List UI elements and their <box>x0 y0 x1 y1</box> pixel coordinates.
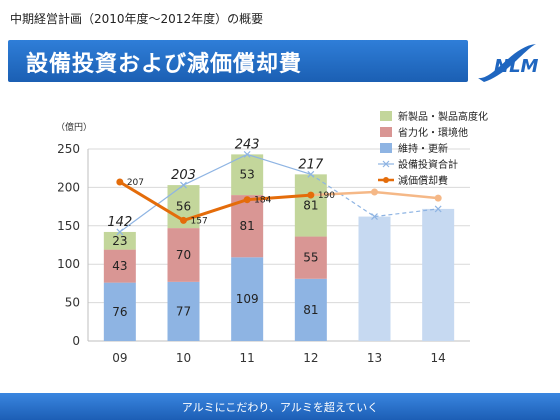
subtitle: 中期経営計画（2010年度～2012年度）の概要 <box>10 12 264 26</box>
y-tick-label: 0 <box>72 334 80 348</box>
bar-segment-label: 23 <box>112 234 127 248</box>
y-tick-label: 250 <box>57 142 80 156</box>
y-tick-label: 100 <box>57 257 80 271</box>
depreciation-marker <box>307 191 315 199</box>
title-bar: 設備投資および減価償却費 <box>8 40 468 82</box>
bar-segment-label: 56 <box>176 200 191 214</box>
logo-text: NLM <box>494 56 539 77</box>
x-tick-label: 10 <box>176 351 191 365</box>
capex-line-segment <box>246 153 312 175</box>
x-tick-label: 11 <box>240 351 255 365</box>
bar-segment <box>103 231 136 250</box>
bar-segment <box>103 249 136 283</box>
depreciation-line-segment <box>374 190 439 200</box>
bar-segment <box>231 154 264 196</box>
depreciation-marker <box>116 178 124 186</box>
bar-segment-label: 81 <box>303 198 318 212</box>
legend-label: 維持・更新 <box>398 142 448 155</box>
depreciation-label: 184 <box>254 196 271 206</box>
capex-chart: 0 50 100 150 200 250 （億円） 09 10 11 12 13 14 76 43 23… <box>56 110 488 365</box>
bar-segment-label: 43 <box>112 259 127 273</box>
y-tick-label: 150 <box>57 219 80 233</box>
bar-segment <box>167 228 200 282</box>
capex-line-segment <box>119 184 184 233</box>
depreciation-marker <box>180 216 187 224</box>
legend-swatch <box>380 127 392 137</box>
y-axis: 0 50 100 150 200 250 <box>57 142 89 348</box>
bar-layer: 76 43 23 142 77 70 56 203 109 81 53 243 81 55 81 217 <box>103 137 455 341</box>
legend-label: 省力化・環境他 <box>398 126 468 139</box>
x-tick-label: 09 <box>112 351 127 365</box>
depreciation-line-segment <box>310 190 375 197</box>
legend-swatch-marker <box>382 160 390 168</box>
forecast-bar <box>358 216 391 341</box>
depreciation-label: 207 <box>127 178 144 188</box>
y-unit-label: （億円） <box>56 121 92 133</box>
bar-segment <box>294 236 327 279</box>
legend-swatch <box>380 143 392 153</box>
depreciation-line-segment <box>247 193 311 202</box>
bar-segment-label: 81 <box>303 303 318 317</box>
footer-bar: アルミにこだわり、アルミを超えていく <box>0 393 560 420</box>
x-tick-label: 13 <box>367 351 382 365</box>
capex-marker <box>371 213 378 221</box>
x-tick-label: 14 <box>431 351 446 365</box>
capex-line-segment <box>374 208 439 218</box>
line-layer: 207 157 184 190 <box>116 150 442 236</box>
legend-swatch <box>380 111 392 121</box>
bar-segment-label: 70 <box>176 248 191 262</box>
legend-label: 新製品・製品高度化 <box>398 110 488 123</box>
bar-segment-label: 55 <box>303 251 318 265</box>
capex-marker <box>180 181 187 189</box>
page-title: 設備投資および減価償却費 <box>26 52 303 77</box>
bar-total-label: 243 <box>235 137 260 152</box>
company-logo: NLM <box>478 44 539 82</box>
bar-segment <box>294 174 327 237</box>
bar-segment-label: 76 <box>112 305 127 319</box>
bar-segment <box>167 281 200 341</box>
capex-marker <box>116 228 124 236</box>
bar-segment-label: 81 <box>240 219 255 233</box>
forecast-bar <box>422 208 455 341</box>
logo-swoosh <box>478 44 536 82</box>
depreciation-marker <box>434 194 442 202</box>
bar-segment <box>231 195 264 258</box>
capex-marker <box>434 205 442 213</box>
bar-segment-label: 53 <box>240 168 255 182</box>
x-axis: 09 10 11 12 13 14 <box>88 340 470 365</box>
bar-segment-label: 77 <box>176 304 191 318</box>
bar-segment-label: 109 <box>236 292 259 306</box>
depreciation-label: 190 <box>318 191 335 201</box>
depreciation-marker <box>243 196 251 204</box>
capex-marker <box>307 170 315 178</box>
bar-total-label: 217 <box>298 157 324 172</box>
footer-tagline: アルミにこだわり、アルミを超えていく <box>181 401 379 414</box>
y-tick-label: 50 <box>65 296 80 310</box>
bar-segment <box>103 282 136 341</box>
capex-marker <box>243 150 251 158</box>
capex-line-segment <box>310 173 375 218</box>
depreciation-line-segment <box>183 198 248 222</box>
legend-label: 設備投資合計 <box>398 158 458 171</box>
bar-total-label: 203 <box>171 168 196 183</box>
capex-line-segment <box>183 153 248 186</box>
y-tick-label: 200 <box>57 180 80 194</box>
depreciation-label: 157 <box>191 216 208 226</box>
legend-label: 減価償却費 <box>398 174 448 187</box>
legend-swatch-marker <box>383 177 389 183</box>
x-tick-label: 12 <box>303 351 318 365</box>
bar-segment <box>294 278 327 341</box>
depreciation-marker <box>371 188 378 196</box>
depreciation-line-segment <box>119 180 185 222</box>
bar-total-label: 142 <box>107 215 132 230</box>
bar-segment <box>231 257 264 341</box>
